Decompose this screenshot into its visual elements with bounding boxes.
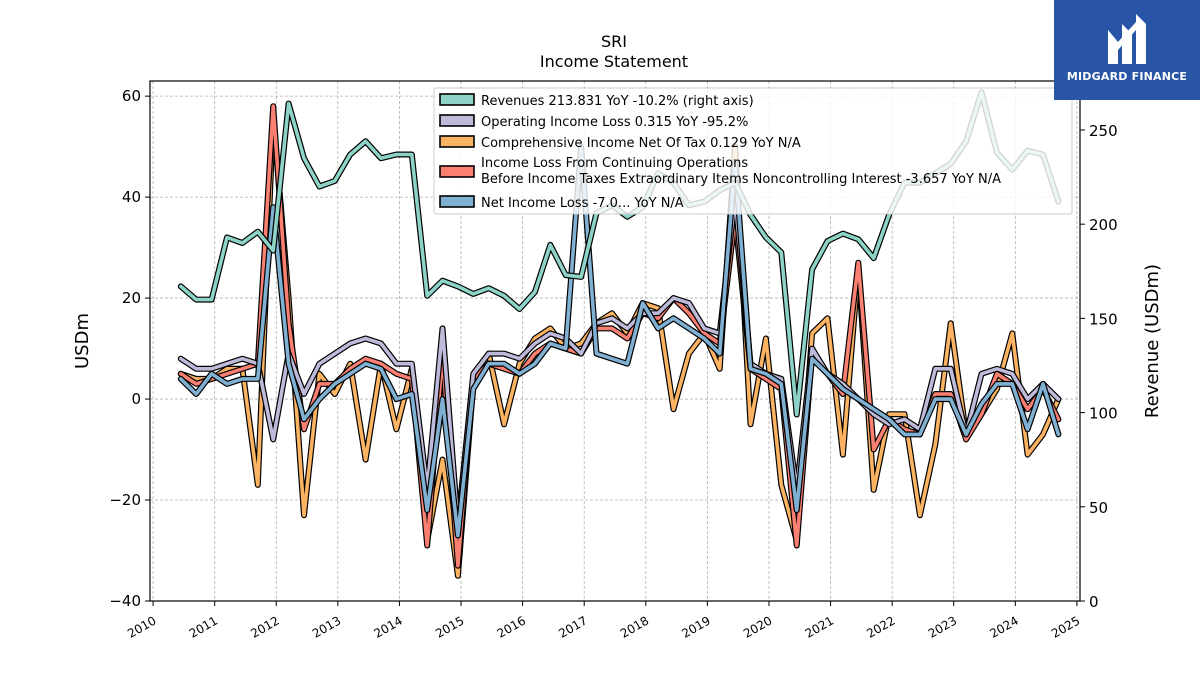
x-tick-label: 2017: [556, 613, 589, 640]
legend-swatch: [439, 135, 475, 148]
series-line: [179, 144, 1061, 538]
y-tick-label: 40: [122, 188, 141, 206]
x-tick-label: 2012: [248, 613, 281, 640]
x-tick-label: 2025: [1049, 613, 1082, 640]
y2-tick-label: 0: [1089, 593, 1099, 611]
company-logo: MIDGARD FINANCE: [1054, 0, 1200, 100]
plot-frame: [149, 80, 1081, 602]
legend-entry-line: Income Loss From Continuing Operations: [481, 156, 748, 171]
y-tick-label: −20: [109, 491, 141, 509]
legend-swatch: [439, 114, 475, 127]
y2-tick-label: 200: [1089, 216, 1118, 234]
series-line: [179, 195, 1061, 528]
legend-entry: Operating Income Loss 0.315 YoY -95.2%: [481, 115, 748, 130]
x-tick-label: 2018: [618, 613, 651, 640]
x-tick-label: 2020: [741, 613, 774, 640]
y2-tick-label: 250: [1089, 122, 1118, 140]
x-tick-label: 2015: [433, 613, 466, 640]
y-tick-label: 0: [131, 390, 141, 408]
y-axis-label: USDm: [72, 313, 93, 369]
legend-swatch: [439, 165, 475, 178]
x-tick-label: 2011: [187, 613, 220, 640]
logo-text: MIDGARD FINANCE: [1066, 70, 1188, 83]
x-tick-label: 2019: [679, 613, 712, 640]
chart-subtitle: Income Statement: [540, 52, 688, 71]
logo-mark-icon: [1108, 14, 1146, 64]
x-tick-label: 2013: [310, 613, 343, 640]
legend-entry: Comprehensive Income Net Of Tax 0.129 Yo…: [481, 136, 801, 151]
legend-entry: Income Loss From Continuing Operations Be…: [481, 156, 1001, 187]
y-tick-label: 60: [122, 87, 141, 105]
y2-tick-label: 50: [1089, 499, 1108, 517]
legend-entry: Revenues 213.831 YoY -10.2% (right axis): [481, 94, 754, 109]
x-tick-label: 2022: [864, 613, 897, 640]
x-tick-label: 2014: [371, 613, 404, 640]
x-tick-label: 2021: [803, 613, 836, 640]
x-tick-label: 2024: [987, 613, 1020, 640]
legend-swatch: [439, 93, 475, 106]
legend: Revenues 213.831 YoY -10.2% (right axis)…: [433, 87, 1073, 215]
x-tick-label: 2010: [125, 613, 158, 640]
y2-tick-label: 150: [1089, 310, 1118, 328]
x-tick-label: 2023: [926, 613, 959, 640]
x-tick-label: 2016: [495, 613, 528, 640]
chart-title: SRI: [601, 32, 627, 51]
y2-tick-label: 100: [1089, 405, 1118, 423]
legend-entry: Net Income Loss -7.0... YoY N/A: [481, 196, 684, 211]
y-tick-label: −40: [109, 592, 141, 610]
legend-entry-line: Before Income Taxes Extraordinary Items …: [481, 172, 1001, 187]
y2-axis-label: Revenue (USDm): [1142, 264, 1163, 418]
legend-swatch: [439, 195, 475, 208]
legend-box: [433, 87, 1073, 215]
y-tick-label: 20: [122, 289, 141, 307]
